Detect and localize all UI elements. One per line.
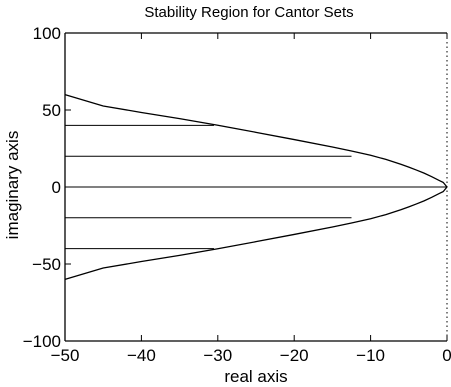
x-tick-label: −50	[51, 346, 80, 365]
x-tick-label: −20	[280, 346, 309, 365]
plot-content	[64, 93, 448, 281]
y-tick-label: −50	[32, 255, 61, 274]
x-tick-label: −10	[356, 346, 385, 365]
y-tick-label: −100	[23, 332, 61, 351]
x-tick-labels: −50 −40 −30 −20 −10 0	[51, 346, 451, 365]
boundary-lower-curve	[64, 186, 448, 281]
y-tick-label: 50	[42, 101, 61, 120]
tick-marks	[64, 32, 448, 342]
x-tick-label: −40	[127, 346, 156, 365]
x-tick-label: −30	[203, 346, 232, 365]
chart-title: Stability Region for Cantor Sets	[144, 4, 353, 21]
y-axis-label: imaginary axis	[3, 131, 22, 240]
x-axis-label: real axis	[224, 367, 287, 386]
y-tick-label: 0	[52, 178, 61, 197]
x-tick-label: 0	[442, 346, 451, 365]
y-tick-labels: −100 −50 0 50 100	[23, 24, 61, 351]
y-tick-label: 100	[33, 24, 61, 43]
boundary-upper-curve	[64, 93, 448, 188]
